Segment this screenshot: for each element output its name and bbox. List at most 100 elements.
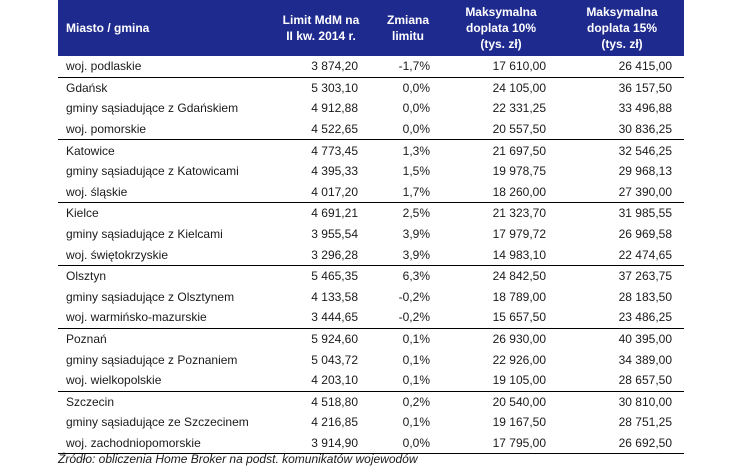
cell-max15: 26 692,50: [560, 432, 684, 455]
cell-city: gminy sąsiadujące ze Szczecinem: [66, 415, 249, 430]
table-header: Miasto / gmina Limit MdM na II kw. 2014 …: [58, 0, 684, 56]
cell-max10: 18 789,00: [492, 289, 546, 304]
cell-city: woj. pomorskie: [58, 118, 268, 141]
cell-change: 0,0%: [374, 432, 442, 455]
cell-max10: 15 657,50: [442, 307, 560, 329]
header-max15-line-1: Maksymalna: [586, 5, 658, 19]
cell-max15: 29 968,13: [618, 164, 672, 179]
header-city-label: Miasto / gmina: [66, 21, 150, 35]
mdm-limits-table-container: Miasto / gmina Limit MdM na II kw. 2014 …: [58, 0, 684, 455]
cell-change: -0,2%: [398, 289, 430, 304]
cell-max10: 17 610,00: [442, 56, 560, 78]
cell-change: 1,5%: [402, 164, 430, 179]
header-max10-line-3: (tys. zł): [480, 37, 522, 51]
header-change-line-1: Zmiana: [386, 13, 429, 27]
cell-city: gminy sąsiadujące z Poznaniem: [66, 352, 238, 367]
cell-max15: 30 810,00: [618, 394, 672, 409]
header-row: Miasto / gmina Limit MdM na II kw. 2014 …: [58, 0, 684, 56]
cell-max10: 22 926,00: [492, 352, 546, 367]
cell-max15: 30 836,25: [560, 118, 684, 141]
cell-change: 0,2%: [402, 394, 430, 409]
cell-limit: 3 444,65: [268, 307, 374, 329]
cell-limit: 5 924,60: [311, 332, 358, 347]
cell-max10: 20 557,50: [442, 118, 560, 141]
cell-city: Katowice: [66, 143, 115, 158]
table-row: woj. warmińsko-mazurskie 3 444,65 -0,2% 15 …: [58, 307, 684, 329]
cell-max10: 19 978,75: [492, 164, 546, 179]
table-row: gminy sąsiadujące z Olsztynem 4 133,58 -0,…: [58, 287, 684, 308]
cell-max15: 40 395,00: [618, 332, 672, 347]
cell-limit: 4 773,45: [311, 143, 358, 158]
cell-limit: 5 043,72: [311, 352, 358, 367]
cell-max15: 23 486,25: [560, 307, 684, 329]
cell-limit: 4 017,20: [268, 181, 374, 204]
cell-max15: 31 985,55: [618, 206, 672, 221]
source-note: Źródło: obliczenia Home Broker na podst.…: [58, 452, 418, 466]
cell-max15: 28 183,50: [618, 289, 672, 304]
table-row: gminy sąsiadujące z Katowicami 4 395,33 1,…: [58, 161, 684, 182]
cell-change: 1,7%: [374, 181, 442, 204]
header-max10-line-1: Maksymalna: [465, 5, 537, 19]
header-max15-line-2: doplata 15%: [586, 21, 658, 35]
cell-change: 3,9%: [374, 244, 442, 266]
cell-max10: 19 167,50: [492, 415, 546, 430]
header-limit-line-1: Limit MdM na: [282, 13, 360, 27]
table-row: Gdańsk 5 303,10 0,0% 24 105,00 36 157,50: [58, 77, 684, 98]
cell-max10: 20 540,00: [492, 394, 546, 409]
cell-city: Kielce: [66, 206, 99, 221]
cell-max10: 24 842,50: [492, 269, 546, 284]
cell-city: woj. wielkopolskie: [58, 369, 268, 392]
cell-max10: 21 323,70: [492, 206, 546, 221]
cell-change: -0,2%: [374, 307, 442, 329]
cell-limit: 3 955,54: [311, 227, 358, 242]
table-row: woj. wielkopolskie 4 203,10 0,1% 19 105,00 2…: [58, 369, 684, 392]
cell-change: 0,1%: [374, 369, 442, 392]
header-max10: Maksymalna doplata 10% (tys. zł): [442, 0, 560, 56]
table-row: gminy sąsiadujące z Gdańskiem 4 912,88 0,0…: [58, 98, 684, 119]
cell-max10: 24 105,00: [492, 80, 546, 95]
mdm-limits-table: Miasto / gmina Limit MdM na II kw. 2014 …: [58, 0, 684, 455]
cell-change: 2,5%: [402, 206, 430, 221]
cell-max15: 28 657,50: [560, 369, 684, 392]
table-row: woj. śląskie 4 017,20 1,7% 18 260,00 27 390,…: [58, 181, 684, 204]
cell-max15: 26 415,00: [560, 56, 684, 78]
cell-city: woj. świętokrzyskie: [58, 244, 268, 266]
table-row: gminy sąsiadujące z Kielcami 3 955,54 3,9%…: [58, 224, 684, 245]
table-row: woj. podlaskie 3 874,20 -1,7% 17 610,00 26 4…: [58, 56, 684, 78]
header-max10-line-2: doplata 10%: [465, 21, 537, 35]
table-row: woj. pomorskie 4 522,65 0,0% 20 557,50 30 83…: [58, 118, 684, 141]
cell-city: Olsztyn: [66, 269, 107, 284]
cell-change: 0,1%: [402, 352, 430, 367]
cell-change: -1,7%: [374, 56, 442, 78]
cell-max10: 18 260,00: [442, 181, 560, 204]
cell-change: 0,0%: [402, 101, 430, 116]
cell-city: Szczecin: [66, 394, 115, 409]
header-city: Miasto / gmina: [58, 0, 268, 56]
cell-change: 0,0%: [374, 118, 442, 141]
cell-city: gminy sąsiadujące z Katowicami: [66, 164, 239, 179]
cell-limit: 4 203,10: [268, 369, 374, 392]
cell-limit: 4 133,58: [311, 289, 358, 304]
cell-limit: 4 395,33: [311, 164, 358, 179]
cell-max15: 37 263,75: [618, 269, 672, 284]
cell-max10: 26 930,00: [492, 332, 546, 347]
cell-max15: 28 751,25: [618, 415, 672, 430]
cell-limit: 3 914,90: [268, 432, 374, 455]
header-max15: Maksymalna doplata 15% (tys. zł): [560, 0, 684, 56]
cell-city: Gdańsk: [66, 80, 108, 95]
cell-limit: 4 216,85: [311, 415, 358, 430]
cell-city: gminy sąsiadujące z Gdańskiem: [66, 101, 239, 116]
header-limit-line-2: II kw. 2014 r.: [286, 29, 356, 43]
cell-city: woj. podlaskie: [58, 56, 268, 78]
cell-max15: 27 390,00: [560, 181, 684, 204]
table-row: gminy sąsiadujące z Poznaniem 5 043,72 0,1…: [58, 349, 684, 370]
cell-max10: 17 979,72: [492, 227, 546, 242]
cell-city: gminy sąsiadujące z Olsztynem: [66, 289, 235, 304]
cell-city: woj. warmińsko-mazurskie: [58, 307, 268, 329]
cell-limit: 3 874,20: [268, 56, 374, 78]
cell-max15: 33 496,88: [618, 101, 672, 116]
table-row: Katowice 4 773,45 1,3% 21 697,50 32 546,25: [58, 140, 684, 161]
cell-change: 3,9%: [402, 227, 430, 242]
header-max15-line-3: (tys. zł): [601, 37, 643, 51]
cell-max15: 36 157,50: [618, 80, 672, 95]
